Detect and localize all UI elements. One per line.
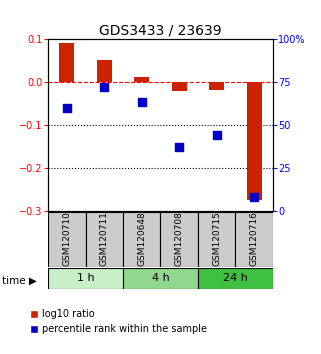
Text: GSM120715: GSM120715 [212,211,221,266]
Bar [172,82,187,91]
Text: 24 h: 24 h [223,273,248,283]
Text: GSM120648: GSM120648 [137,211,146,266]
Point [177,144,182,150]
Bar [235,212,273,267]
Bar [123,268,198,289]
Bar [134,77,149,82]
Bar [59,43,74,82]
Point [64,105,69,110]
Bar [198,212,235,267]
Text: GSM120710: GSM120710 [62,211,71,266]
Point [214,132,219,138]
Bar [198,268,273,289]
Bar [48,268,123,289]
Bar [209,82,224,90]
Bar [48,212,86,267]
Text: 1 h: 1 h [77,273,94,283]
Text: GSM120716: GSM120716 [250,211,259,266]
Bar [247,82,262,200]
Text: time ▶: time ▶ [2,275,37,285]
Legend: log10 ratio, percentile rank within the sample: log10 ratio, percentile rank within the … [30,309,207,334]
Text: 4 h: 4 h [152,273,169,283]
Bar [97,61,112,82]
Point [139,99,144,105]
Text: GSM120708: GSM120708 [175,211,184,266]
Point [252,194,257,200]
Point [102,84,107,90]
Bar [86,212,123,267]
Title: GDS3433 / 23639: GDS3433 / 23639 [99,24,222,38]
Text: GSM120711: GSM120711 [100,211,109,266]
Bar [123,212,160,267]
Bar [160,212,198,267]
